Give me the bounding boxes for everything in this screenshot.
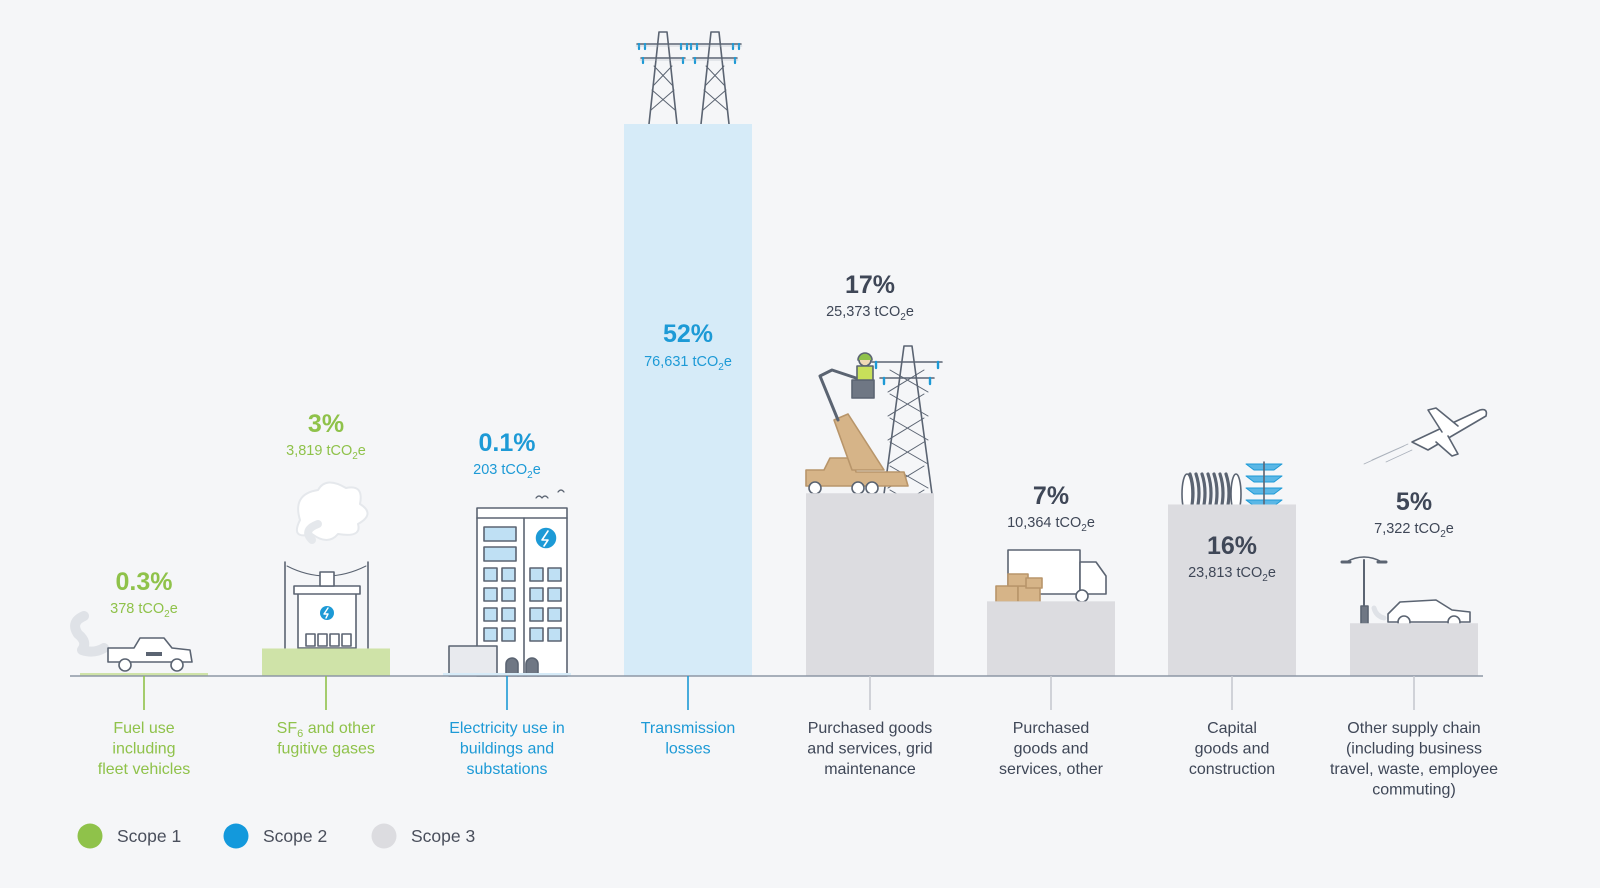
bar-sf6-and-other-fugitive-gases [262,648,390,676]
category-label-purchased-goods-and-services-grid-maintenance: Purchased goods and services, grid mainten… [807,720,932,778]
legend-label-scope1: Scope 1 [117,826,181,846]
category-labels: Fuel use including fleet vehicles SF6 and o… [98,720,1498,799]
percent-label-fuel-use-including-fleet-vehicles: 0.3% [116,568,173,596]
percent-label-purchased-goods-and-services-grid-maintenance: 17% [845,271,895,299]
legend: Scope 1 Scope 2 Scope 3 [77,823,475,849]
value-label-capital-goods-and-construction: 23,813 tCO2e [1188,565,1276,584]
bar-electricity-use-in-buildings-and-substations [443,673,571,676]
category-label-transmission-losses: Transmission losses [641,720,736,758]
transmission-tower-icon [635,31,743,125]
bar-capital-goods-and-construction [1168,504,1296,676]
bars [80,124,1478,676]
value-label-electricity-use-in-buildings-and-substations: 203 tCO2e [473,462,541,481]
category-label-capital-goods-and-construction: Capital goods and construction [1189,720,1275,778]
legend-swatch-scope1 [77,823,103,849]
value-label-purchased-goods-and-services-other: 10,364 tCO2e [1007,515,1095,534]
axis-ticks [143,676,1415,710]
legend-swatch-scope2 [223,823,249,849]
bar-other-supply-chain-including-business-travel-waste-employee-commuting [1350,623,1478,676]
pickup-truck-icon [70,611,193,672]
bar-purchased-goods-and-services-other [987,601,1115,676]
office-building-icon [448,489,568,677]
bar-fuel-use-including-fleet-vehicles [80,673,208,676]
category-label-purchased-goods-and-services-other: Purchased goods and services, other [999,720,1104,778]
value-label-other-supply-chain-including-business-travel-waste-employee-commuting: 7,322 tCO2e [1374,521,1454,540]
percent-label-other-supply-chain-including-business-travel-waste-employee-commuting: 5% [1396,488,1432,516]
substation-icon [284,481,369,649]
value-label-sf6-and-other-fugitive-gases: 3,819 tCO2e [286,443,366,462]
legend-item-scope3: Scope 3 [371,823,475,849]
category-label-sf6-and-other-fugitive-gases: SF6 and other fugitive gases [277,720,376,758]
percent-label-electricity-use-in-buildings-and-substations: 0.1% [479,429,536,457]
legend-label-scope2: Scope 2 [263,826,327,846]
legend-item-scope2: Scope 2 [223,823,327,849]
percent-label-sf6-and-other-fugitive-gases: 3% [308,410,344,438]
category-label-other-supply-chain-including-business-travel-waste-employee-commuting: Other supply chain (including business tra… [1330,720,1498,799]
bucket-truck-icon [805,345,943,513]
percent-label-capital-goods-and-construction: 16% [1207,532,1257,560]
value-label-transmission-losses: 76,631 tCO2e [644,354,732,373]
legend-label-scope3: Scope 3 [411,826,475,846]
delivery-truck-icon [995,549,1107,603]
legend-swatch-scope3 [371,823,397,849]
legend-item-scope1: Scope 1 [77,823,181,849]
value-label-fuel-use-including-fleet-vehicles: 378 tCO2e [110,601,178,620]
bar-transmission-losses [624,124,752,676]
value-label-purchased-goods-and-services-grid-maintenance: 25,373 tCO2e [826,304,914,323]
category-label-electricity-use-in-buildings-and-substations: Electricity use in buildings and substatio… [449,720,565,778]
bar-purchased-goods-and-services-grid-maintenance [806,493,934,676]
percent-label-purchased-goods-and-services-other: 7% [1033,482,1069,510]
percent-label-transmission-losses: 52% [663,320,713,348]
category-label-fuel-use-including-fleet-vehicles: Fuel use including fleet vehicles [98,720,191,778]
bar-value-labels: 0.3% 378 tCO2e 3% 3,819 tCO2e 0.1% 203 tCO2e 5… [110,271,1454,620]
airplane-car-icon [1340,407,1488,629]
